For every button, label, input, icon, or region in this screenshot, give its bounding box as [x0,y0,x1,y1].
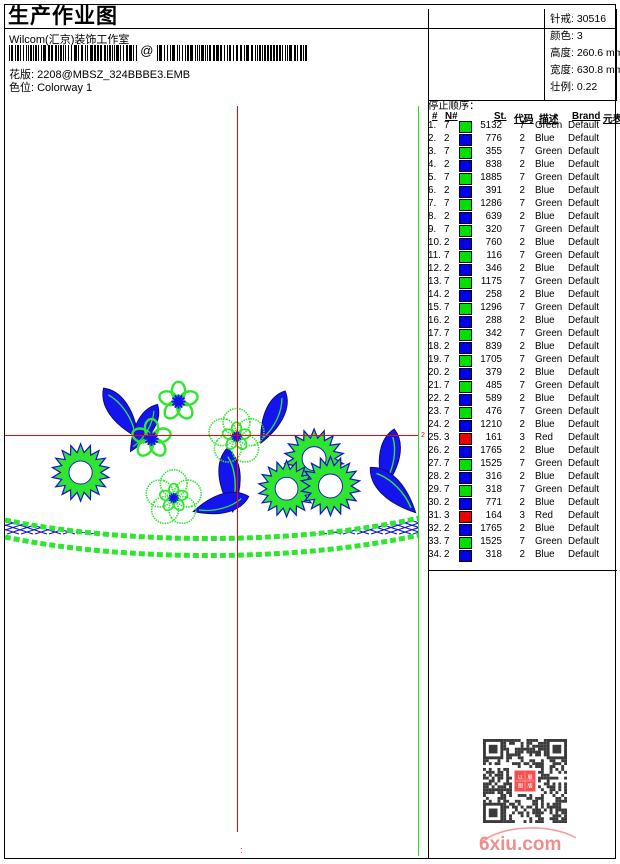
svg-text:以: 以 [518,775,524,781]
svg-text:版: 版 [527,782,533,790]
svg-text:图: 图 [518,782,523,790]
svg-text:6xiu.com: 6xiu.com [479,834,561,855]
svg-text:展: 展 [527,774,533,781]
